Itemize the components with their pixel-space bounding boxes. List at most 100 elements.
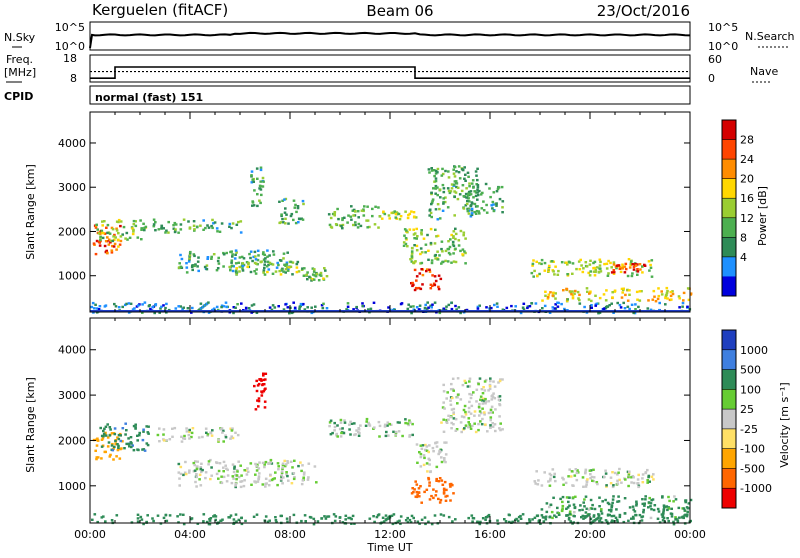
echo-cell bbox=[241, 269, 245, 272]
echo-cell bbox=[641, 477, 644, 480]
echo-cell bbox=[454, 418, 458, 421]
echo-cell bbox=[464, 204, 468, 207]
echo-cell bbox=[107, 441, 111, 444]
echo-cell bbox=[632, 268, 636, 271]
echo-cell bbox=[152, 223, 156, 226]
echo-cell bbox=[449, 238, 452, 241]
echo-cell bbox=[685, 515, 689, 518]
echo-cell bbox=[306, 478, 310, 481]
echo-cell bbox=[398, 519, 401, 522]
echo-cell bbox=[450, 261, 453, 264]
nsky-panel bbox=[89, 21, 691, 51]
echo-cell bbox=[286, 474, 289, 478]
echo-cell bbox=[638, 513, 642, 517]
echo-cell bbox=[262, 390, 266, 393]
echo-cell bbox=[114, 236, 117, 239]
echo-cell bbox=[452, 411, 455, 414]
echo-cell bbox=[246, 470, 250, 473]
echo-cell bbox=[257, 477, 261, 480]
echo-cell bbox=[375, 515, 379, 519]
echo-cell bbox=[356, 210, 360, 213]
echo-cell bbox=[628, 470, 631, 473]
echo-cell bbox=[341, 427, 344, 430]
echo-cell bbox=[572, 514, 575, 518]
nave-tick-bottom: 0 bbox=[708, 72, 715, 85]
echo-cell bbox=[477, 422, 480, 426]
echo-cell bbox=[469, 193, 473, 196]
echo-cell bbox=[351, 514, 355, 518]
echo-cell bbox=[546, 297, 550, 300]
echo-cell bbox=[580, 264, 583, 267]
echo-cell bbox=[642, 508, 645, 512]
echo-cell bbox=[446, 187, 450, 190]
echo-cell bbox=[461, 184, 465, 187]
echo-cell bbox=[231, 253, 234, 256]
echo-cell bbox=[295, 262, 299, 266]
echo-cell bbox=[215, 461, 219, 465]
echo-cell bbox=[462, 408, 466, 412]
echo-cell bbox=[117, 232, 120, 235]
echo-cell bbox=[303, 471, 306, 474]
echo-cell bbox=[235, 474, 239, 477]
echo-cell bbox=[352, 308, 355, 311]
echo-cell bbox=[112, 447, 115, 450]
echo-cell bbox=[230, 226, 233, 230]
echo-cell bbox=[193, 229, 196, 232]
echo-cell bbox=[288, 312, 291, 315]
echo-cell bbox=[125, 442, 128, 446]
echo-cell bbox=[637, 473, 640, 477]
echo-cell bbox=[469, 396, 473, 400]
echo-cell bbox=[441, 172, 445, 176]
echo-cell bbox=[480, 207, 484, 210]
echo-cell bbox=[598, 296, 602, 300]
echo-cell bbox=[121, 233, 124, 236]
echo-cell bbox=[115, 248, 118, 251]
echo-cell bbox=[179, 472, 183, 476]
echo-cell bbox=[110, 251, 114, 254]
echo-cell bbox=[589, 473, 592, 476]
echo-cell bbox=[637, 485, 640, 489]
echo-cell bbox=[241, 262, 245, 265]
echo-cell bbox=[232, 306, 236, 309]
echo-cell bbox=[262, 372, 265, 375]
echo-cell bbox=[590, 306, 593, 309]
echo-cell bbox=[596, 482, 599, 486]
echo-cell bbox=[410, 257, 414, 260]
echo-cell bbox=[413, 244, 416, 247]
echo-cell bbox=[595, 302, 599, 305]
echo-cell bbox=[397, 212, 401, 216]
echo-cell bbox=[221, 431, 224, 434]
echo-cell bbox=[210, 257, 213, 260]
echo-cell bbox=[621, 266, 624, 269]
echo-cell bbox=[611, 291, 614, 294]
echo-cell bbox=[587, 271, 590, 275]
echo-cell bbox=[498, 403, 502, 407]
echo-cell bbox=[467, 410, 471, 414]
echo-cell bbox=[349, 215, 353, 218]
echo-cell bbox=[119, 224, 122, 228]
echo-cell bbox=[107, 238, 111, 241]
echo-cell bbox=[443, 200, 447, 204]
echo-cell bbox=[583, 505, 586, 508]
echo-cell bbox=[492, 191, 496, 194]
echo-cell bbox=[130, 445, 133, 449]
echo-cell bbox=[263, 260, 267, 263]
echo-cell bbox=[237, 220, 240, 224]
echo-cell bbox=[165, 302, 168, 306]
echo-cell bbox=[322, 302, 325, 305]
echo-cell bbox=[392, 430, 395, 433]
echo-cell bbox=[428, 268, 431, 271]
echo-cell bbox=[612, 261, 616, 264]
echo-cell bbox=[147, 432, 150, 435]
echo-cell bbox=[476, 205, 479, 208]
echo-cell bbox=[684, 500, 687, 504]
echo-cell bbox=[440, 247, 443, 251]
echo-cell bbox=[561, 509, 564, 512]
echo-cell bbox=[615, 518, 619, 522]
echo-cell bbox=[647, 474, 651, 478]
echo-cell bbox=[588, 513, 591, 516]
echo-cell bbox=[425, 269, 428, 273]
echo-cell bbox=[446, 260, 450, 263]
echo-cell bbox=[465, 196, 468, 199]
echo-cell bbox=[466, 385, 470, 388]
